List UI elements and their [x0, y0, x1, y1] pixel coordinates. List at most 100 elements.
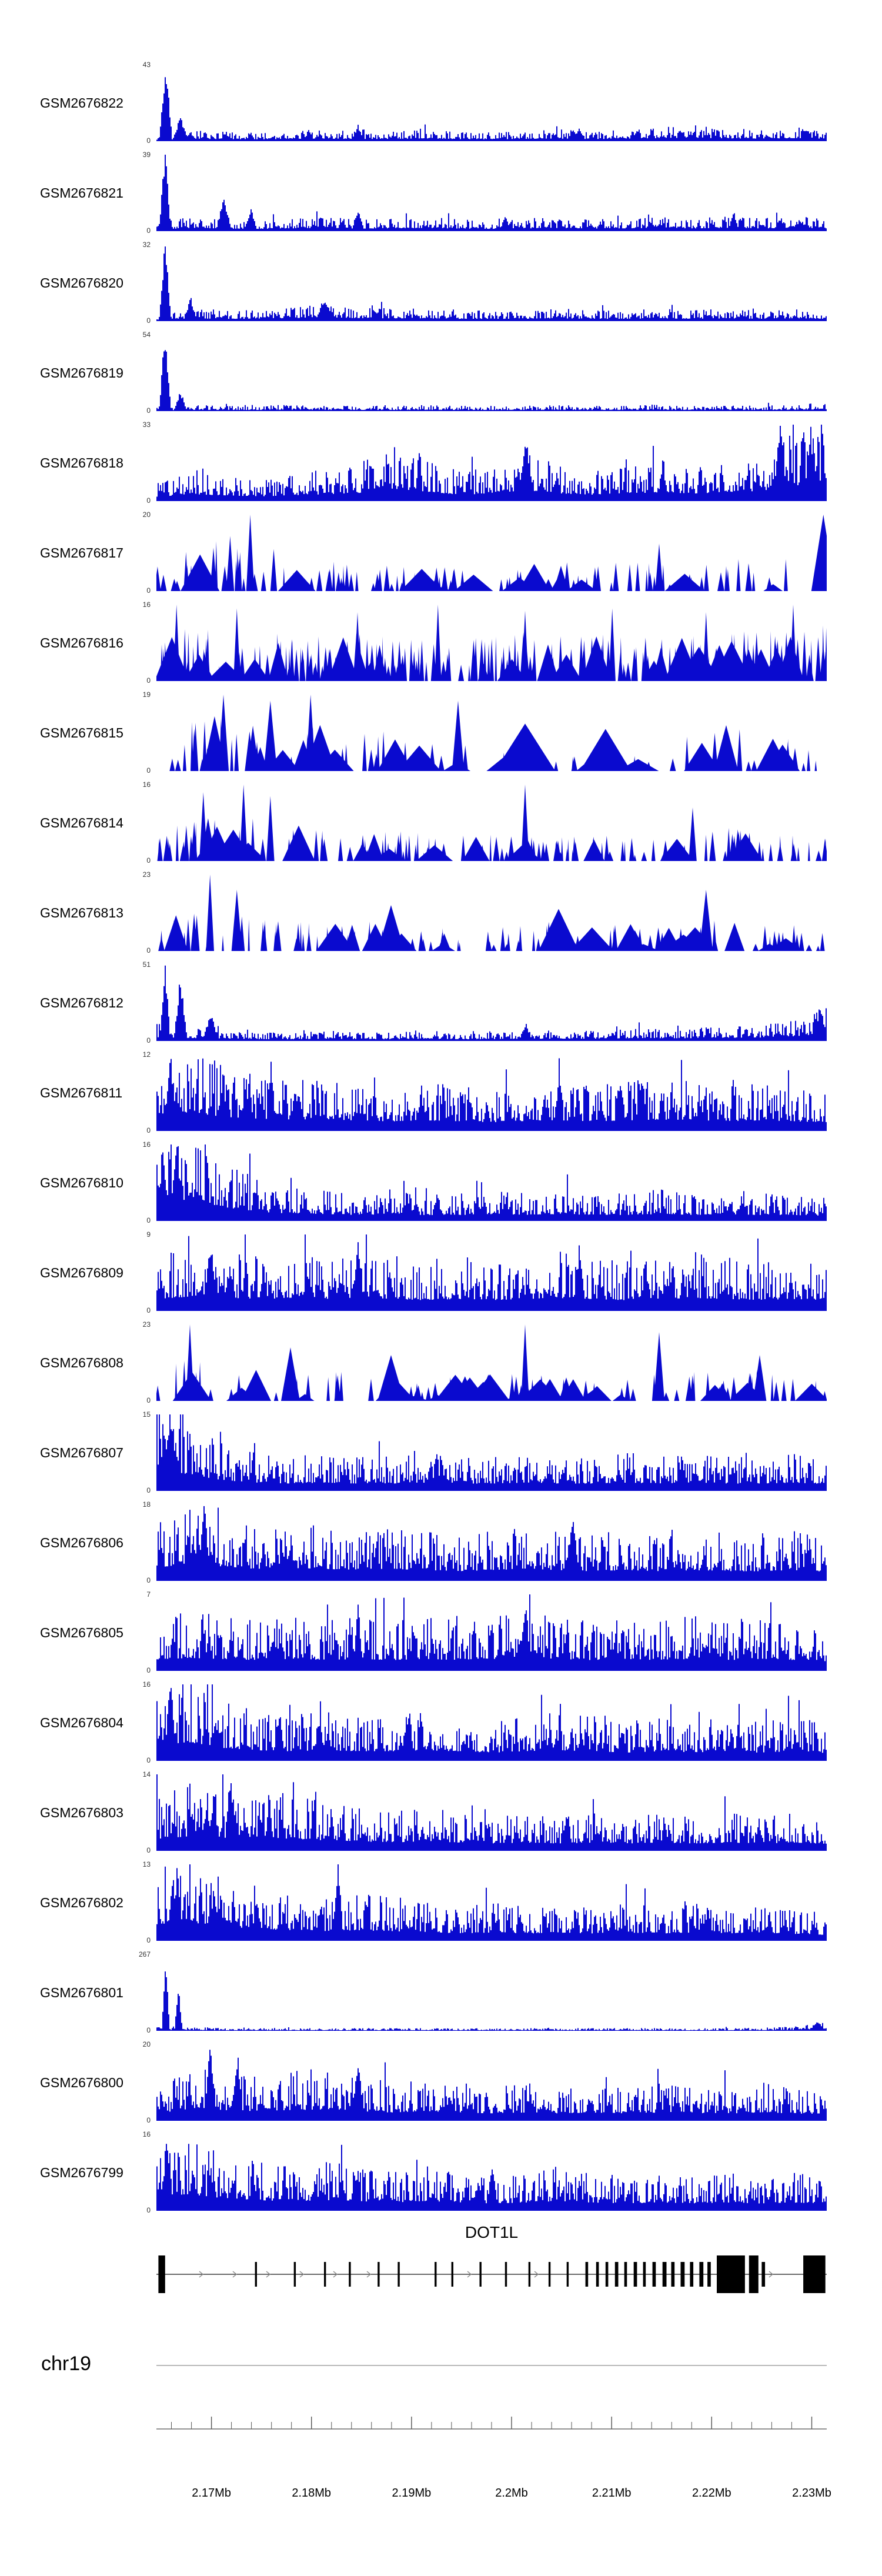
track-sample-label: GSM2676820: [40, 275, 123, 291]
y-axis-zero-label: 0: [146, 1756, 151, 1764]
track-sample-label: GSM2676810: [40, 1175, 123, 1190]
track-sample-label: GSM2676811: [40, 1085, 123, 1100]
axis-tick-label: 2.17Mb: [192, 2487, 231, 2500]
coverage-track: GSM2676800 20 0: [0, 2040, 882, 2124]
y-axis-zero-label: 0: [146, 676, 151, 685]
coverage-area-plot: [156, 1864, 827, 1941]
axis-tick-label: 2.2Mb: [495, 2487, 528, 2500]
coverage-area-plot: [156, 77, 827, 141]
chromosome-ideogram-line: [156, 2365, 827, 2366]
y-axis-max-label: 32: [142, 241, 151, 249]
coverage-area-plot: [156, 350, 827, 411]
y-axis-max-label: 19: [142, 690, 151, 699]
track-sample-label: GSM2676806: [40, 1535, 123, 1550]
coverage-area-plot: [156, 1971, 827, 2031]
y-axis-zero-label: 0: [146, 1126, 151, 1134]
coverage-area-plot: [156, 1594, 827, 1671]
y-axis-zero-label: 0: [146, 586, 151, 595]
track-sample-label: GSM2676805: [40, 1625, 123, 1640]
coverage-area-plot: [156, 246, 827, 321]
coverage-area-plot: [156, 1324, 827, 1401]
track-sample-label: GSM2676808: [40, 1355, 123, 1370]
coverage-track: GSM2676813 23 0: [0, 870, 882, 955]
y-axis-zero-label: 0: [146, 226, 151, 235]
y-axis-max-label: 20: [142, 510, 151, 519]
coverage-track: GSM2676818 33 0: [0, 421, 882, 505]
track-sample-label: GSM2676807: [40, 1445, 123, 1460]
track-sample-label: GSM2676804: [40, 1715, 123, 1730]
track-sample-label: GSM2676801: [40, 1985, 123, 2000]
axis-tick-label: 2.23Mb: [792, 2487, 831, 2500]
y-axis-zero-label: 0: [146, 2026, 151, 2034]
coverage-area-plot: [156, 785, 827, 861]
track-sample-label: GSM2676815: [40, 725, 123, 740]
coverage-area-plot: [156, 155, 827, 231]
y-axis-max-label: 20: [142, 2040, 151, 2048]
coverage-area-plot: [156, 2144, 827, 2211]
coverage-track: GSM2676808 23 0: [0, 1320, 882, 1404]
axis-tick-label: 2.19Mb: [392, 2487, 432, 2500]
y-axis-max-label: 267: [138, 1950, 151, 1958]
coverage-track: GSM2676815 19 0: [0, 690, 882, 775]
y-axis-max-label: 18: [142, 1500, 151, 1509]
track-sample-label: GSM2676814: [40, 815, 123, 830]
y-axis-max-label: 13: [142, 1860, 151, 1868]
y-axis-max-label: 12: [142, 1050, 151, 1059]
track-sample-label: GSM2676800: [40, 2075, 123, 2090]
track-sample-label: GSM2676802: [40, 1895, 123, 1910]
coverage-area-plot: [156, 2050, 827, 2121]
coverage-track: GSM2676803 14 0: [0, 1770, 882, 1854]
coverage-track: GSM2676817 20 0: [0, 510, 882, 595]
axis-tick-label: 2.21Mb: [592, 2487, 632, 2500]
coverage-track: GSM2676802 13 0: [0, 1860, 882, 1944]
y-axis-zero-label: 0: [146, 1936, 151, 1944]
y-axis-max-label: 33: [142, 421, 151, 429]
coverage-area-plot: [156, 1506, 827, 1581]
y-axis-zero-label: 0: [146, 1396, 151, 1404]
track-sample-label: GSM2676818: [40, 455, 123, 471]
y-axis-max-label: 43: [142, 61, 151, 69]
y-axis-zero-label: 0: [146, 2116, 151, 2124]
track-sample-label: GSM2676822: [40, 95, 123, 111]
axis-tick-label: 2.22Mb: [691, 2487, 731, 2500]
y-axis-zero-label: 0: [146, 406, 151, 415]
y-axis-max-label: 16: [142, 780, 151, 789]
chromosome-label: chr19: [41, 2353, 92, 2375]
coverage-area-plot: [156, 1774, 827, 1851]
genome-axis-labels: 2.17Mb 2.18Mb 2.19Mb 2.2Mb 2.21Mb 2.22Mb 2.23M…: [156, 2487, 831, 2504]
y-axis-zero-label: 0: [146, 496, 151, 505]
track-sample-label: GSM2676812: [40, 995, 123, 1010]
coverage-area-plot: [156, 605, 827, 681]
coverage-track: GSM2676812 51 0: [0, 960, 882, 1045]
y-axis-max-label: 7: [146, 1590, 151, 1599]
coverage-track: GSM2676810 16 0: [0, 1140, 882, 1224]
coverage-area-plot: [156, 425, 827, 501]
y-axis-max-label: 16: [142, 1680, 151, 1689]
y-axis-max-label: 39: [142, 151, 151, 159]
coverage-area-plot: [156, 1144, 827, 1221]
coverage-track: GSM2676809 9 0: [0, 1230, 882, 1314]
y-axis-zero-label: 0: [146, 946, 151, 955]
y-axis-zero-label: 0: [146, 1576, 151, 1584]
y-axis-max-label: 54: [142, 331, 151, 339]
genome-axis-ruler: [156, 2417, 827, 2430]
y-axis-zero-label: 0: [146, 1846, 151, 1854]
y-axis-zero-label: 0: [146, 766, 151, 775]
coverage-track: GSM2676804 16 0: [0, 1680, 882, 1764]
y-axis-zero-label: 0: [146, 1486, 151, 1494]
coverage-track: GSM2676822 43 0: [0, 61, 882, 145]
track-sample-label: GSM2676816: [40, 635, 123, 650]
coverage-track: GSM2676801 267 0: [0, 1950, 882, 2034]
gene-name-label: DOT1L: [465, 2223, 519, 2241]
track-sample-label: GSM2676809: [40, 1265, 123, 1280]
y-axis-zero-label: 0: [146, 1666, 151, 1674]
y-axis-max-label: 14: [142, 1770, 151, 1778]
y-axis-max-label: 16: [142, 2130, 151, 2138]
coverage-area-plot: [156, 965, 827, 1041]
y-axis-max-label: 51: [142, 960, 151, 969]
track-sample-label: GSM2676817: [40, 545, 123, 560]
coverage-track: GSM2676820 32 0: [0, 241, 882, 325]
track-sample-label: GSM2676803: [40, 1805, 123, 1820]
coverage-track: GSM2676807 15 0: [0, 1410, 882, 1494]
